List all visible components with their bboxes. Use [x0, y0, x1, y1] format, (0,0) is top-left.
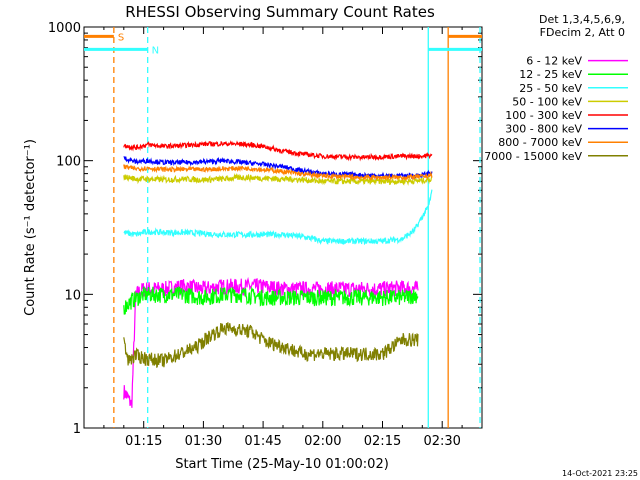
y-axis-label: Count Rate (s⁻¹ detector⁻¹) — [23, 139, 38, 316]
x-tick-label: 02:00 — [304, 434, 341, 449]
y-tick-label: 1 — [73, 422, 81, 437]
series-line — [123, 164, 433, 182]
y-tick-label: 10 — [64, 288, 81, 303]
series-line — [123, 172, 433, 186]
x-tick-label: 01:15 — [125, 434, 162, 449]
chart-title: RHESSI Observing Summary Count Rates — [125, 3, 435, 21]
legend-header: Det 1,3,4,5,6,9, — [539, 13, 625, 26]
legend-label: 100 - 300 keV — [505, 109, 582, 122]
series-line — [123, 285, 419, 315]
y-tick-label: 100 — [56, 155, 81, 170]
legend-label: 300 - 800 keV — [505, 123, 582, 136]
legend-header: FDecim 2, Att 0 — [540, 26, 625, 39]
series-line — [123, 140, 433, 162]
x-tick-label: 02:30 — [423, 434, 460, 449]
flag-label: S — [118, 32, 124, 43]
series-line — [123, 156, 433, 181]
flag-label: N — [152, 45, 159, 56]
legend-label: 6 - 12 keV — [526, 55, 582, 68]
legend-label: 50 - 100 keV — [512, 95, 582, 108]
legend-label: 7000 - 15000 keV — [484, 150, 582, 163]
x-tick-label: 01:30 — [185, 434, 222, 449]
series-line — [123, 322, 419, 369]
legend-label: 25 - 50 keV — [519, 82, 582, 95]
x-axis-label: Start Time (25-May-10 01:00:02) — [175, 457, 389, 472]
timestamp: 14-Oct-2021 23:25 — [562, 469, 638, 478]
legend-label: 12 - 25 keV — [519, 68, 582, 81]
legend-label: 800 - 7000 keV — [498, 136, 582, 149]
series-line — [123, 189, 433, 246]
y-tick-label: 1000 — [48, 21, 81, 36]
series-line — [123, 276, 419, 408]
x-tick-label: 02:15 — [364, 434, 401, 449]
plot-frame — [83, 26, 483, 429]
x-tick-label: 01:45 — [244, 434, 281, 449]
